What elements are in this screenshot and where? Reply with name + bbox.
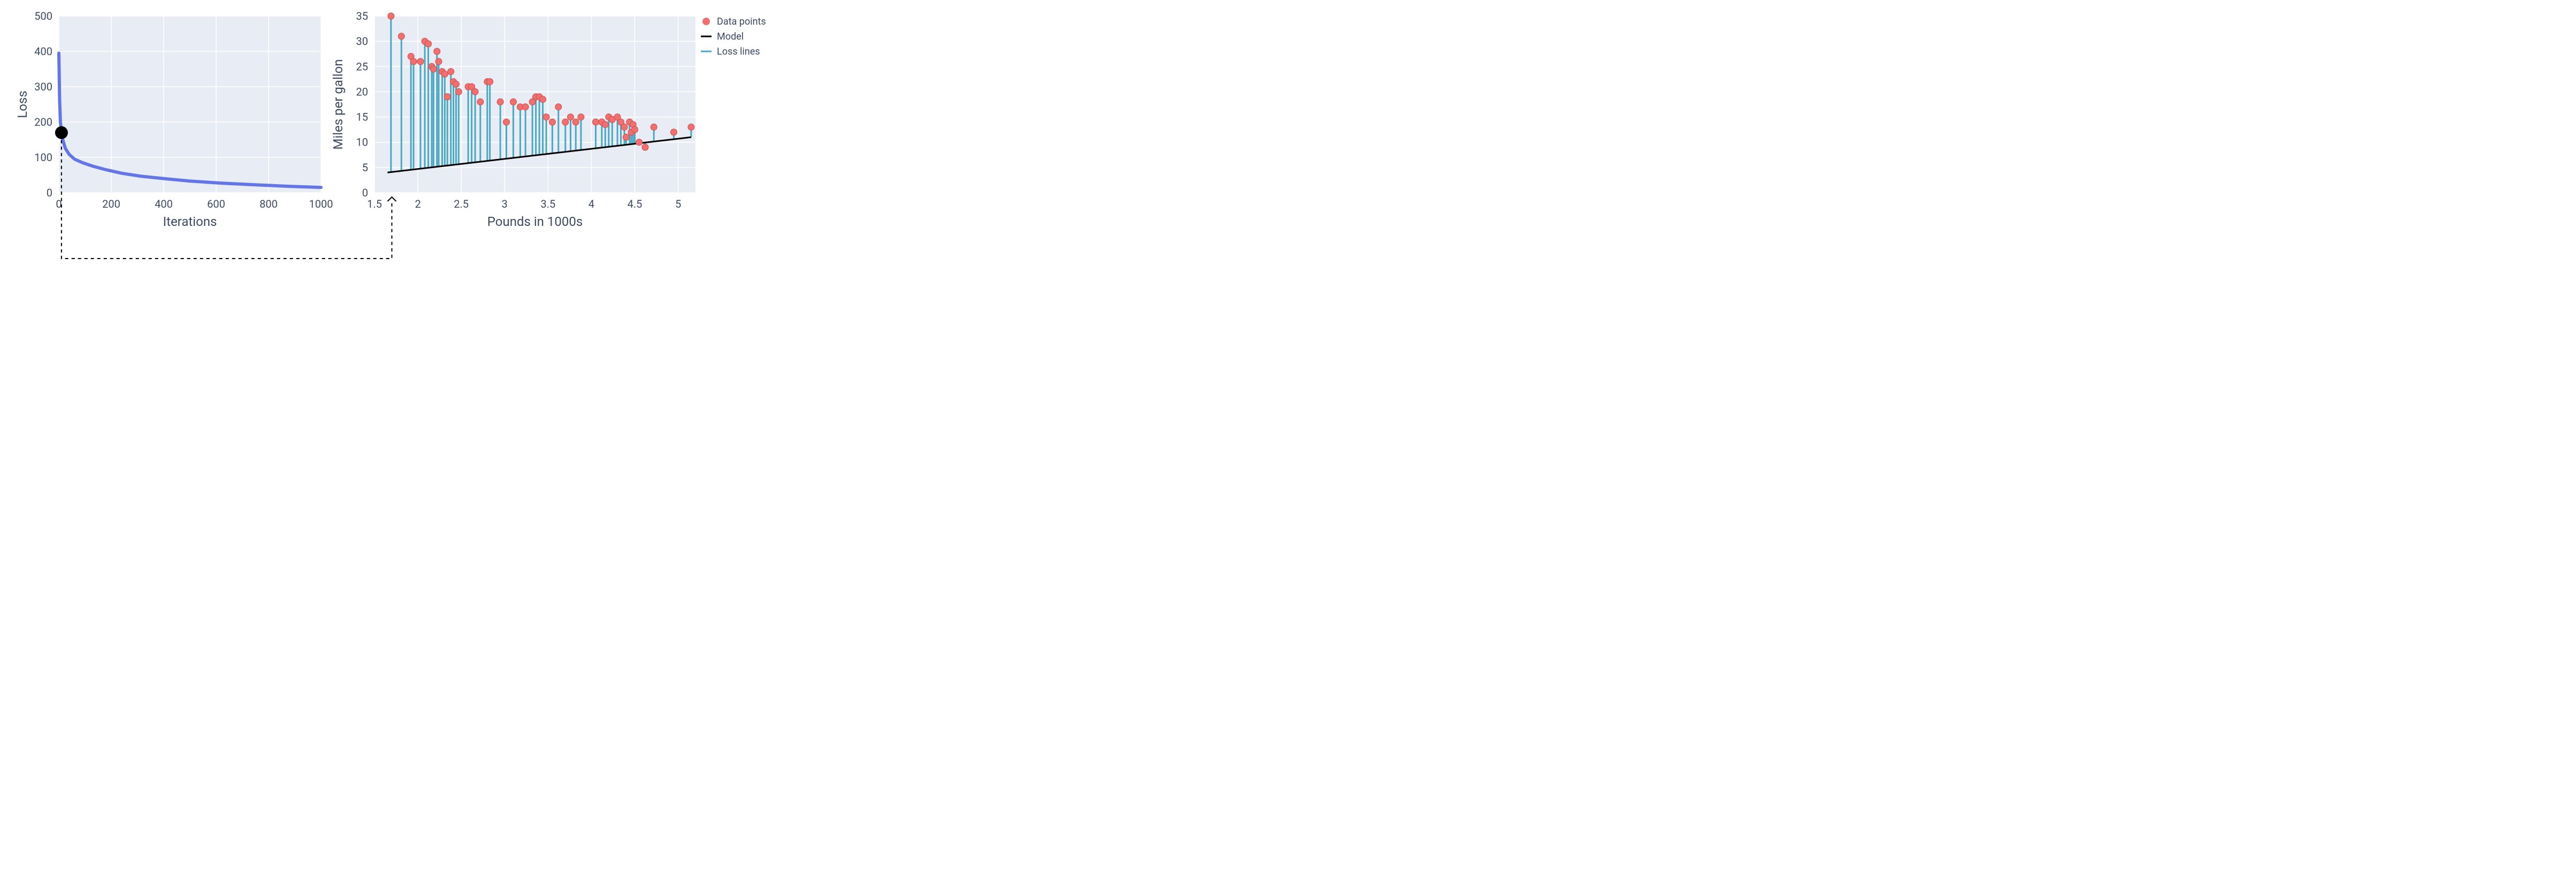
loss-xtick: 1000: [309, 198, 333, 210]
loss-xtick: 200: [102, 198, 120, 210]
data-point: [441, 71, 448, 77]
legend-swatch-dot: [702, 18, 710, 25]
loss-ytick: 200: [34, 116, 52, 128]
scatter-ytick: 35: [356, 10, 368, 22]
scatter-xtick: 1.5: [367, 198, 382, 210]
data-point: [503, 119, 509, 125]
connector-arrowhead: [387, 197, 396, 201]
data-point: [562, 119, 569, 125]
scatter-xlabel: Pounds in 1000s: [487, 214, 583, 229]
data-point: [435, 58, 442, 65]
data-point: [522, 104, 529, 110]
data-point: [631, 126, 638, 133]
loss-ytick: 500: [34, 10, 52, 22]
data-point: [434, 48, 440, 55]
data-point: [410, 58, 417, 65]
loss-xlabel: Iterations: [163, 214, 217, 229]
data-point: [549, 119, 555, 125]
loss-xtick: 600: [207, 198, 225, 210]
data-point: [453, 81, 459, 87]
data-point: [602, 122, 608, 128]
data-point: [555, 104, 562, 110]
data-point: [398, 33, 404, 40]
scatter-xtick: 4: [588, 198, 594, 210]
scatter-xtick: 5: [675, 198, 681, 210]
scatter-ytick: 0: [362, 186, 368, 199]
data-point: [572, 119, 579, 125]
scatter-ytick: 20: [356, 85, 368, 98]
loss-marker: [55, 126, 68, 139]
data-point: [425, 41, 432, 47]
scatter-ytick: 25: [356, 60, 368, 73]
scatter-xtick: 4.5: [628, 198, 643, 210]
data-point: [487, 79, 493, 85]
data-point: [444, 94, 450, 100]
data-point: [621, 124, 628, 130]
scatter-xtick: 3: [502, 198, 508, 210]
legend-label: Model: [717, 31, 744, 42]
scatter-ytick: 10: [356, 136, 368, 149]
data-point: [430, 66, 437, 72]
scatter-ytick: 30: [356, 35, 368, 48]
data-point: [670, 129, 677, 135]
data-point: [448, 69, 454, 75]
legend-label: Data points: [717, 16, 766, 27]
scatter-xtick: 2: [415, 198, 421, 210]
data-point: [688, 124, 694, 130]
scatter-xtick: 2.5: [454, 198, 469, 210]
figure-canvas: 0 200 400 600 800 1000 0 100 200 300 400 500 Iterati…: [0, 0, 859, 291]
loss-ytick: 400: [34, 45, 52, 58]
legend: Data points Model Loss lines: [701, 16, 766, 57]
scatter-ytick: 15: [356, 111, 368, 124]
data-point: [578, 114, 584, 120]
data-point: [543, 114, 549, 120]
data-point: [623, 134, 629, 140]
data-point: [510, 98, 516, 105]
loss-ytick: 0: [47, 186, 52, 199]
loss-ytick: 300: [34, 80, 52, 93]
data-point: [417, 58, 424, 65]
loss-xtick: 800: [259, 198, 278, 210]
scatter-ylabel: Miles per gallon: [331, 59, 346, 149]
data-point: [636, 139, 643, 146]
loss-ylabel: Loss: [15, 90, 30, 118]
data-point: [593, 119, 599, 125]
scatter-xtick: 3.5: [540, 198, 555, 210]
data-point: [455, 88, 462, 95]
data-point: [540, 96, 546, 103]
loss-xtick: 400: [155, 198, 173, 210]
data-point: [497, 98, 503, 105]
data-point: [642, 144, 648, 150]
data-point: [651, 124, 657, 130]
loss-ytick: 100: [34, 151, 52, 164]
data-point: [472, 88, 478, 95]
scatter-ytick: 5: [362, 161, 368, 174]
data-point: [388, 13, 394, 19]
data-point: [477, 98, 484, 105]
legend-label: Loss lines: [717, 46, 760, 57]
data-point: [567, 114, 574, 120]
